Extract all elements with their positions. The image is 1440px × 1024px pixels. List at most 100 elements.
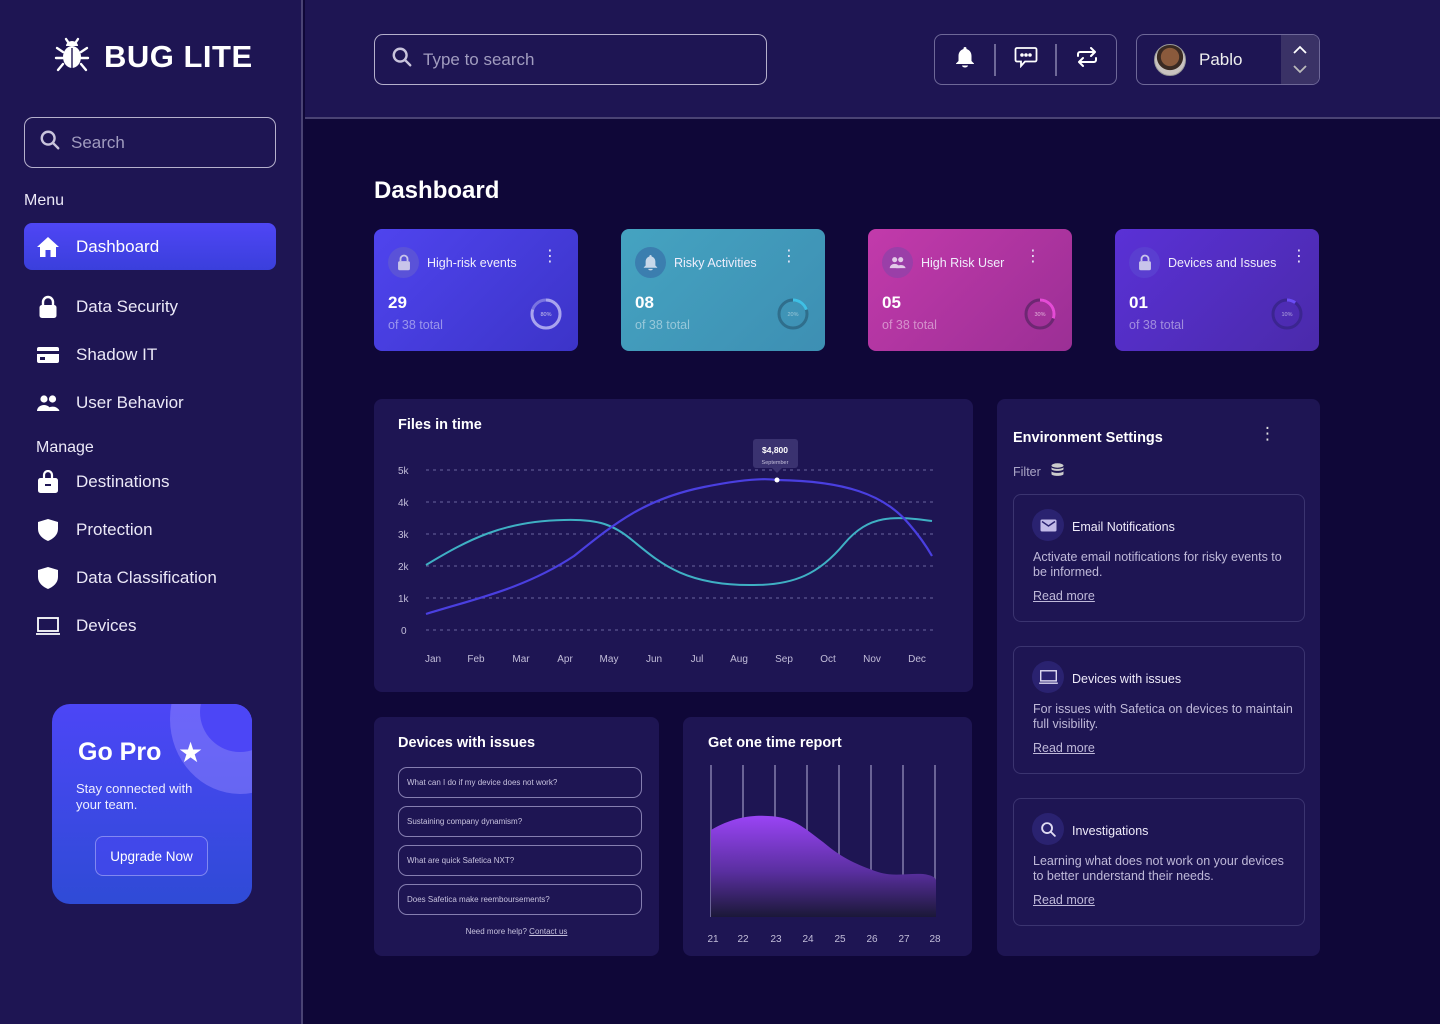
sync-button[interactable] (1057, 35, 1116, 84)
user-menu-toggle[interactable] (1281, 35, 1319, 84)
chevron-up-icon (1293, 41, 1307, 59)
environment-settings-panel: Environment Settings ⋮ Filter Email Noti… (997, 399, 1320, 956)
search-icon (1032, 813, 1064, 845)
files-in-time-chart: 5k 4k 3k 2k 1k 0 $4,800 September Jan Fe… (398, 439, 934, 665)
sidebar-item-user-behavior[interactable]: User Behavior (24, 379, 276, 426)
env-card-email-notifications: Email Notifications Activate email notif… (1013, 494, 1305, 622)
stat-value: 08 (635, 293, 654, 312)
one-time-report-chart[interactable]: 21 22 23 24 25 26 27 28 (683, 717, 972, 956)
more-options-icon[interactable]: ⋮ (542, 248, 558, 265)
svg-text:Feb: Feb (467, 654, 485, 665)
svg-text:25: 25 (834, 934, 846, 945)
more-options-icon[interactable]: ⋮ (1259, 424, 1276, 443)
filter-button[interactable]: Filter (1013, 463, 1064, 480)
env-card-description: Learning what does not work on your devi… (1033, 854, 1284, 883)
app-name: BUG LITE (104, 38, 253, 74)
go-pro-title: Go Pro (78, 738, 162, 766)
stat-card-risky-activities[interactable]: Risky Activities ⋮ 08 of 38 total 20% (621, 229, 825, 351)
laptop-icon (1032, 661, 1064, 693)
svg-text:Nov: Nov (863, 654, 881, 665)
faq-item[interactable]: What are quick Safetica NXT? (398, 845, 642, 876)
help-text: Need more help? Contact us (465, 927, 568, 936)
svg-text:27: 27 (898, 934, 910, 945)
faq-item[interactable]: Sustaining company dynamism? (398, 806, 642, 837)
more-options-icon[interactable]: ⋮ (1025, 248, 1041, 265)
svg-text:2k: 2k (398, 562, 410, 573)
sidebar-item-label: Data Security (76, 296, 179, 316)
tooltip-value: $4,800 (762, 445, 788, 455)
page-title: Dashboard (374, 177, 500, 204)
chevron-down-icon (1293, 61, 1307, 79)
stat-card-devices-and-issues[interactable]: Devices and Issues ⋮ 01 of 38 total 10% (1115, 229, 1319, 351)
svg-text:22: 22 (737, 934, 749, 945)
bug-icon (54, 36, 90, 77)
read-more-link[interactable]: Read more (1033, 741, 1095, 755)
logo[interactable]: BUG LITE (54, 36, 253, 77)
divider (994, 43, 996, 76)
read-more-link[interactable]: Read more (1033, 589, 1095, 603)
sidebar-item-label: User Behavior (76, 392, 184, 412)
upgrade-now-button[interactable]: Upgrade Now (95, 836, 208, 876)
sidebar-item-label: Destinations (76, 471, 170, 491)
credit-card-icon (36, 343, 60, 367)
briefcase-icon (36, 469, 60, 494)
svg-text:0: 0 (401, 626, 407, 637)
env-card-title: Email Notifications (1072, 520, 1175, 534)
global-search-input[interactable] (423, 49, 743, 70)
stat-subtitle: of 38 total (1129, 318, 1184, 332)
stat-card-high-risk-events[interactable]: High-risk events ⋮ 29 of 38 total 80% (374, 229, 578, 351)
progress-ring: 20% (777, 298, 809, 330)
faq-item[interactable]: What can I do if my device does not work… (398, 767, 642, 798)
sidebar-search[interactable] (24, 117, 276, 168)
stat-label: Devices and Issues (1168, 256, 1277, 270)
more-options-icon[interactable]: ⋮ (781, 248, 797, 265)
stat-subtitle: of 38 total (882, 318, 937, 332)
stat-subtitle: of 38 total (635, 318, 690, 332)
notifications-button[interactable] (935, 35, 994, 84)
panel-title: Devices with issues (398, 735, 536, 751)
sidebar: BUG LITE Menu Dashboard Data Security Sh… (0, 0, 303, 1024)
svg-text:80%: 80% (540, 312, 551, 318)
sidebar-item-data-security[interactable]: Data Security (24, 283, 276, 330)
more-options-icon[interactable]: ⋮ (1291, 248, 1307, 265)
home-icon (36, 235, 60, 259)
bell-icon (635, 247, 666, 278)
users-icon (882, 247, 913, 278)
stat-value: 29 (388, 293, 407, 312)
sidebar-item-protection[interactable]: Protection (24, 506, 276, 553)
contact-us-link[interactable]: Contact us (529, 927, 568, 936)
sidebar-item-dashboard[interactable]: Dashboard (24, 223, 276, 270)
env-card-description: Activate email notifications for risky e… (1033, 550, 1282, 579)
stat-card-high-risk-user[interactable]: High Risk User ⋮ 05 of 38 total 30% (868, 229, 1072, 351)
svg-text:Mar: Mar (512, 654, 530, 665)
sidebar-search-input[interactable] (71, 132, 251, 153)
user-menu[interactable]: Pablo (1136, 34, 1320, 85)
avatar (1154, 43, 1186, 76)
stat-subtitle: of 38 total (388, 318, 443, 332)
manage-section-label: Manage (36, 439, 94, 456)
user-name: Pablo (1199, 49, 1243, 69)
global-search[interactable] (374, 34, 767, 85)
svg-text:10%: 10% (1281, 312, 1292, 318)
tooltip-point[interactable] (774, 477, 780, 483)
sidebar-item-label: Dashboard (76, 236, 160, 256)
svg-text:Aug: Aug (730, 654, 748, 665)
top-header: Pablo (305, 0, 1440, 119)
sidebar-item-label: Data Classification (76, 567, 217, 587)
env-card-devices-with-issues: Devices with issues For issues with Safe… (1013, 646, 1305, 774)
laptop-icon (36, 614, 60, 638)
sidebar-item-data-classification[interactable]: Data Classification (24, 554, 276, 601)
stat-value: 05 (882, 293, 901, 312)
sidebar-item-label: Devices (76, 615, 137, 635)
sidebar-item-destinations[interactable]: Destinations (24, 458, 276, 505)
sidebar-item-devices[interactable]: Devices (24, 602, 276, 649)
faq-item[interactable]: Does Safetica make reemboursements? (398, 884, 642, 915)
sidebar-item-shadow-it[interactable]: Shadow IT (24, 331, 276, 378)
divider (1055, 43, 1057, 76)
panel-title: Environment Settings (1013, 430, 1163, 446)
messages-button[interactable] (996, 35, 1055, 84)
lock-icon (1129, 247, 1160, 278)
svg-text:Oct: Oct (820, 654, 836, 665)
svg-text:1k: 1k (398, 594, 410, 605)
read-more-link[interactable]: Read more (1033, 893, 1095, 907)
